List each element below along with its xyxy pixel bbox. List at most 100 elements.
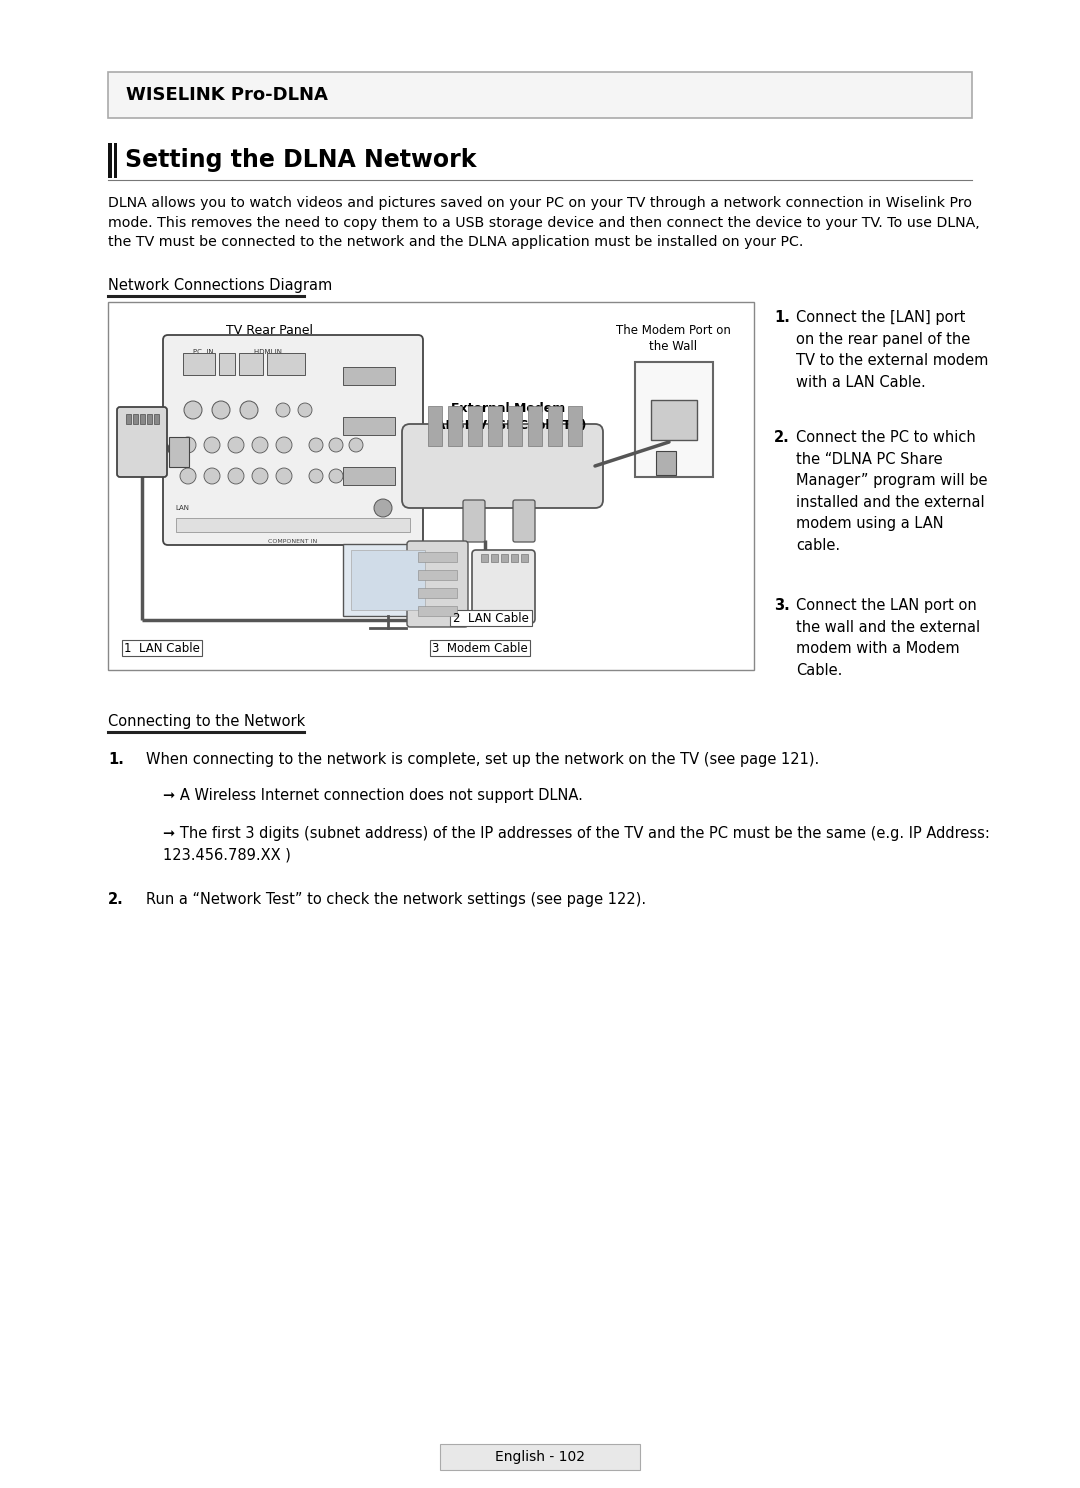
Circle shape	[252, 437, 268, 452]
Bar	[428, 406, 442, 446]
Bar	[418, 588, 457, 598]
Bar	[108, 302, 754, 670]
Text: Connect the [LAN] port
on the rear panel of the
TV to the external modem
with a : Connect the [LAN] port on the rear panel…	[796, 310, 988, 390]
Bar	[154, 414, 159, 424]
Bar	[430, 640, 530, 656]
Bar	[548, 406, 562, 446]
Bar	[468, 406, 482, 446]
Text: Setting the DLNA Network: Setting the DLNA Network	[125, 149, 476, 173]
Bar	[488, 406, 502, 446]
Circle shape	[276, 469, 292, 484]
Circle shape	[240, 400, 258, 420]
FancyBboxPatch shape	[463, 500, 485, 542]
Bar	[267, 353, 305, 375]
Bar	[168, 437, 189, 467]
Circle shape	[204, 469, 220, 484]
Bar	[450, 610, 532, 626]
Text: DLNA allows you to watch videos and pictures saved on your PC on your TV through: DLNA allows you to watch videos and pict…	[108, 196, 980, 250]
Bar	[343, 545, 433, 616]
Bar	[418, 552, 457, 562]
Circle shape	[298, 403, 312, 417]
Text: 1  LAN Cable: 1 LAN Cable	[124, 641, 200, 655]
Bar	[126, 414, 131, 424]
Text: Connecting to the Network: Connecting to the Network	[108, 714, 306, 729]
Circle shape	[329, 469, 343, 484]
Text: 1.: 1.	[774, 310, 789, 324]
Bar	[418, 606, 457, 616]
Text: ➞ The first 3 digits (subnet address) of the IP addresses of the TV and the PC m: ➞ The first 3 digits (subnet address) of…	[163, 826, 990, 863]
Text: 3  Modem Cable: 3 Modem Cable	[432, 641, 528, 655]
Bar	[501, 554, 508, 562]
Text: PC: PC	[430, 640, 446, 653]
Bar	[440, 1443, 640, 1470]
Circle shape	[212, 400, 230, 420]
Bar	[521, 554, 528, 562]
Bar	[133, 414, 138, 424]
Text: HDMI IN: HDMI IN	[254, 350, 282, 356]
FancyBboxPatch shape	[513, 500, 535, 542]
Circle shape	[204, 437, 220, 452]
Text: TV Rear Panel: TV Rear Panel	[227, 324, 313, 336]
Text: ➞ A Wireless Internet connection does not support DLNA.: ➞ A Wireless Internet connection does no…	[163, 789, 583, 804]
Circle shape	[228, 437, 244, 452]
Text: LAN: LAN	[175, 504, 189, 510]
Circle shape	[349, 469, 363, 484]
Bar	[343, 417, 395, 434]
Bar	[448, 406, 462, 446]
Bar	[491, 554, 498, 562]
Bar	[568, 406, 582, 446]
Text: English - 102: English - 102	[495, 1449, 585, 1464]
Bar	[351, 551, 426, 610]
Bar	[122, 640, 202, 656]
FancyBboxPatch shape	[407, 542, 468, 626]
Bar	[651, 400, 697, 440]
Circle shape	[180, 437, 195, 452]
Text: When connecting to the network is complete, set up the network on the TV (see pa: When connecting to the network is comple…	[146, 751, 820, 766]
Circle shape	[329, 437, 343, 452]
Text: PC  IN: PC IN	[192, 350, 214, 356]
Text: 3.: 3.	[774, 598, 789, 613]
FancyBboxPatch shape	[163, 335, 423, 545]
Text: 1.: 1.	[108, 751, 124, 766]
Text: 2.: 2.	[108, 891, 124, 908]
Circle shape	[276, 403, 291, 417]
Bar	[418, 570, 457, 580]
Bar	[176, 518, 410, 533]
Circle shape	[180, 469, 195, 484]
Bar	[183, 353, 215, 375]
Bar	[343, 467, 395, 485]
Text: 2.: 2.	[774, 430, 789, 445]
Bar	[140, 414, 145, 424]
Bar	[511, 554, 518, 562]
Circle shape	[309, 469, 323, 484]
Circle shape	[374, 498, 392, 516]
Text: 2  LAN Cable: 2 LAN Cable	[454, 612, 529, 625]
Bar	[147, 414, 152, 424]
Bar	[219, 353, 235, 375]
Text: Connect the LAN port on
the wall and the external
modem with a Modem
Cable.: Connect the LAN port on the wall and the…	[796, 598, 981, 679]
Bar	[239, 353, 264, 375]
Text: Connect the PC to which
the “DLNA PC Share
Manager” program will be
installed an: Connect the PC to which the “DLNA PC Sha…	[796, 430, 987, 554]
Bar	[108, 143, 112, 179]
Text: Network Connections Diagram: Network Connections Diagram	[108, 278, 333, 293]
Bar	[108, 71, 972, 118]
Bar	[343, 368, 395, 385]
Bar	[508, 406, 522, 446]
Circle shape	[349, 437, 363, 452]
FancyBboxPatch shape	[402, 424, 603, 507]
FancyBboxPatch shape	[635, 362, 713, 478]
Bar	[528, 406, 542, 446]
Text: External Modem
(ADSL/VDSL/Cable TV): External Modem (ADSL/VDSL/Cable TV)	[430, 402, 586, 432]
FancyBboxPatch shape	[117, 408, 167, 478]
Bar	[114, 143, 117, 179]
FancyBboxPatch shape	[656, 451, 676, 475]
Text: WISELINK Pro-DLNA: WISELINK Pro-DLNA	[126, 86, 328, 104]
Circle shape	[184, 400, 202, 420]
Circle shape	[252, 469, 268, 484]
FancyBboxPatch shape	[472, 551, 535, 623]
Text: Run a “Network Test” to check the network settings (see page 122).: Run a “Network Test” to check the networ…	[146, 891, 646, 908]
Circle shape	[276, 437, 292, 452]
Circle shape	[228, 469, 244, 484]
Circle shape	[309, 437, 323, 452]
Text: The Modem Port on
the Wall: The Modem Port on the Wall	[616, 324, 730, 353]
